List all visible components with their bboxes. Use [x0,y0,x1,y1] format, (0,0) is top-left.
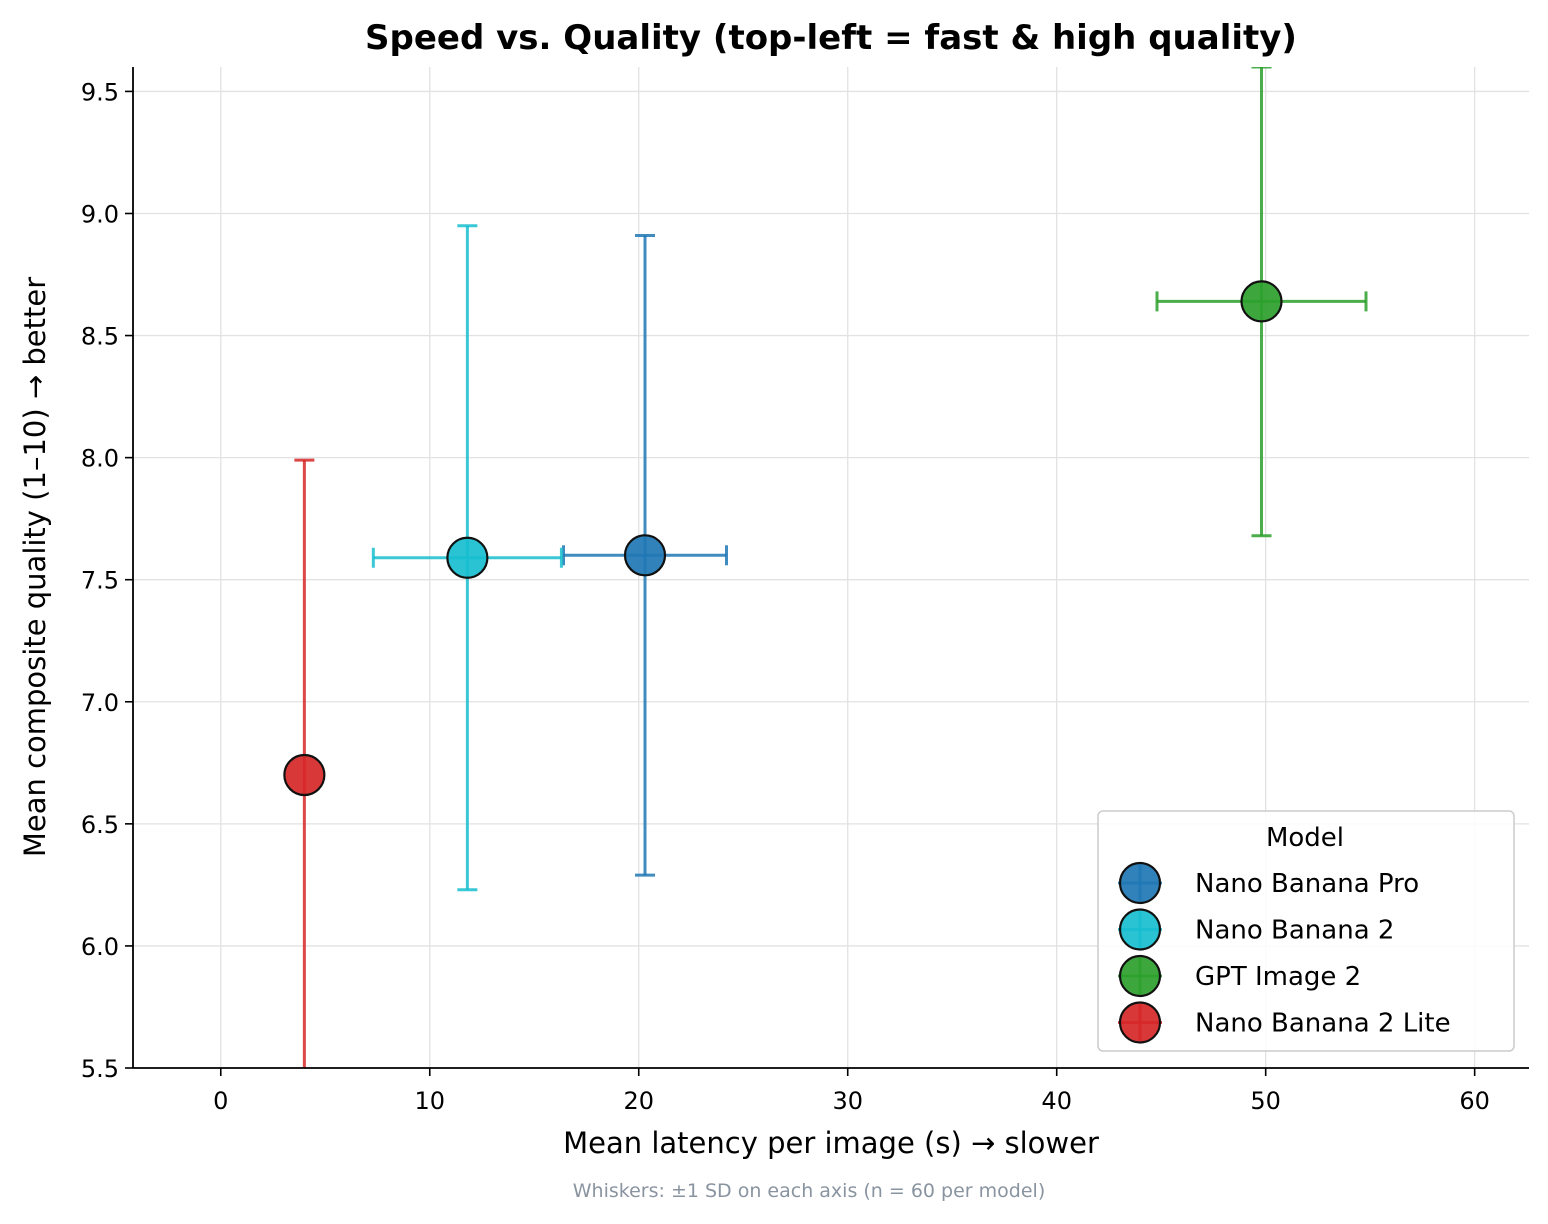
legend-box [1097,810,1515,1052]
x-tick-label: 50 [1250,1087,1281,1115]
legend-label: GPT Image 2 [1195,962,1361,992]
legend-label: Nano Banana 2 [1195,916,1394,946]
data-points [283,280,1283,797]
x-tick-label: 20 [623,1087,654,1115]
x-tick-label: 0 [213,1087,228,1115]
y-tick-label: 8.0 [81,445,119,473]
axes [125,67,1529,1076]
legend-label: Nano Banana Pro [1195,869,1419,899]
y-tick-label: 7.5 [81,567,119,595]
data-point [283,753,326,797]
y-tick-label: 5.5 [81,1055,119,1083]
y-tick-label: 6.0 [81,933,119,961]
legend-title: Model [1266,823,1344,853]
y-axis-label: Mean composite quality (1–10) → better [18,277,52,857]
grid-lines [133,67,1529,1069]
y-tick-label: 6.5 [81,811,119,839]
legend-label: Nano Banana 2 Lite [1195,1009,1451,1039]
x-tick-label: 40 [1041,1087,1072,1115]
y-tick-label: 9.5 [81,78,119,106]
x-axis-label: Mean latency per image (s) → slower [563,1126,1099,1160]
x-tick-label: 30 [832,1087,863,1115]
legend-marker [1118,1001,1162,1044]
legend-marker [1118,908,1162,951]
legend: Model Nano Banana Pro Nano Banana 2 GPT Im… [1097,810,1515,1052]
tick-labels: 0 10 20 30 40 50 60 5.5 6.0 6.5 7.0 7.5 8.0 8.5 9.0 9.5 [81,78,1490,1115]
x-tick-label: 60 [1459,1087,1490,1115]
chart-title: Speed vs. Quality (top-left = fast & hig… [365,18,1297,58]
y-tick-label: 8.5 [81,323,119,351]
legend-marker [1118,861,1162,905]
data-point [1240,280,1283,323]
legend-items: Nano Banana Pro Nano Banana 2 GPT Image 2 N… [1118,861,1451,1044]
x-tick-label: 10 [414,1087,445,1115]
legend-marker [1118,954,1162,998]
y-tick-label: 9.0 [81,200,119,228]
data-point [446,536,489,579]
y-tick-label: 7.0 [81,689,119,717]
data-point [623,534,667,577]
footnote: Whiskers: ±1 SD on each axis (n = 60 per… [573,1180,1045,1202]
